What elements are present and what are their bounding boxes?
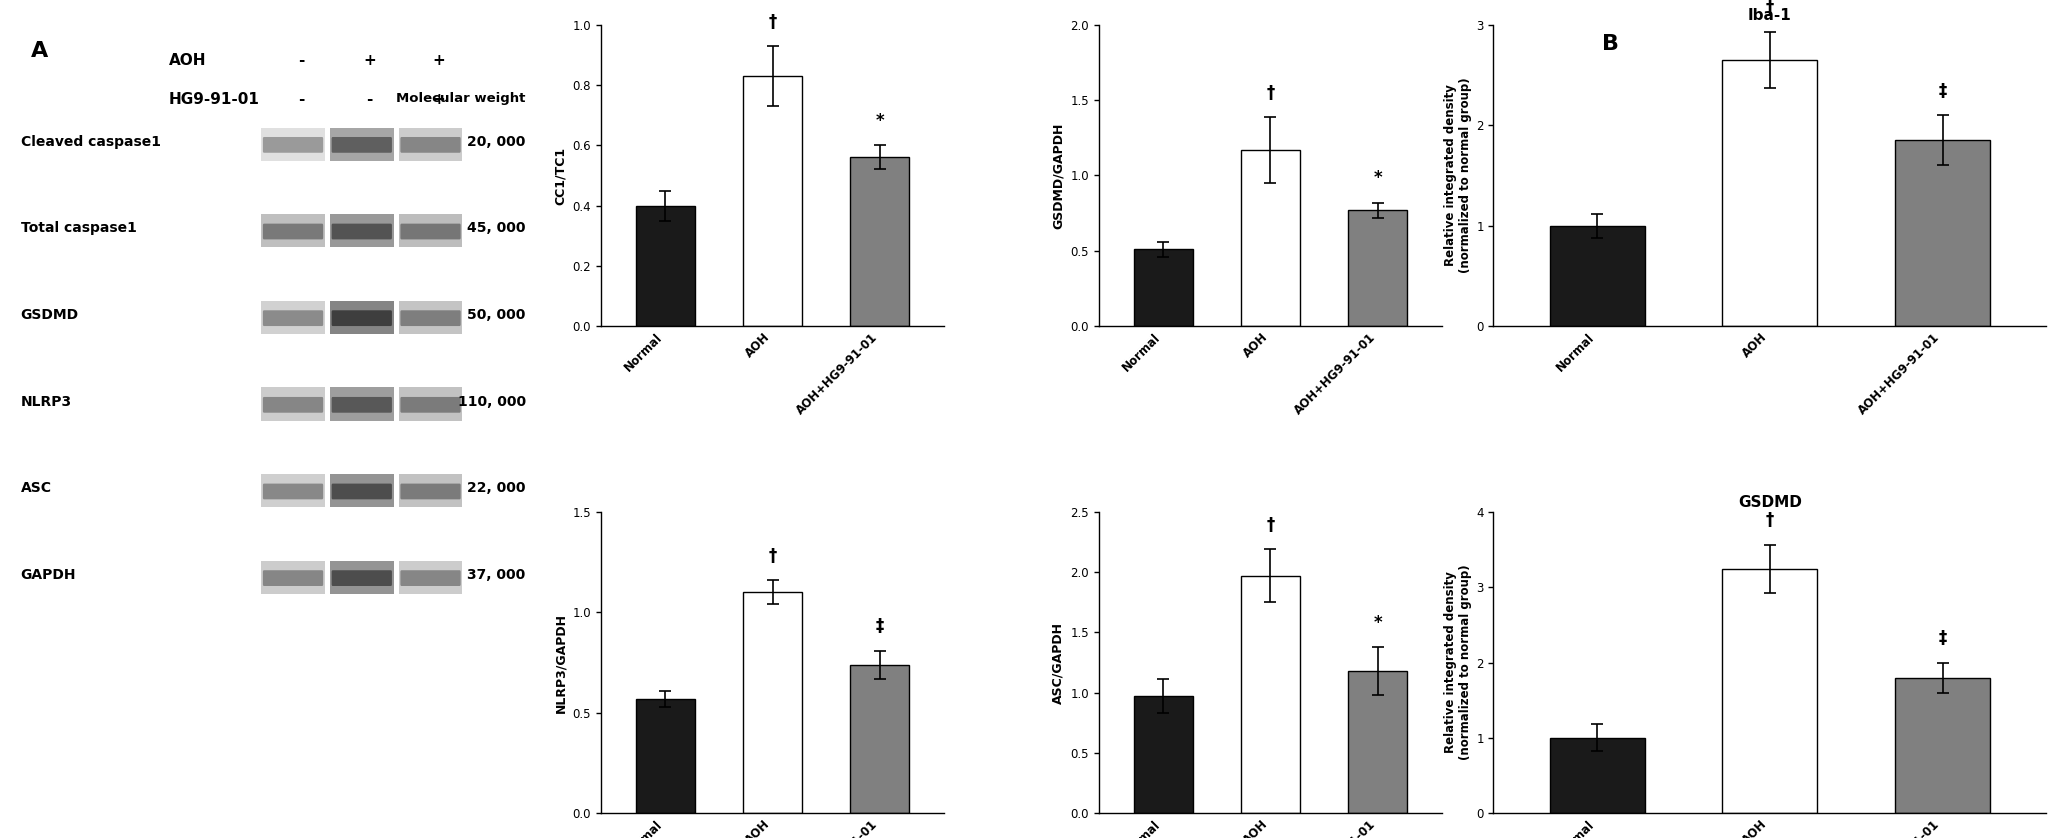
FancyBboxPatch shape xyxy=(401,310,461,326)
Y-axis label: Relative integrated density
(normalized to normal group): Relative integrated density (normalized … xyxy=(1445,565,1472,760)
FancyBboxPatch shape xyxy=(331,224,393,240)
Text: +: + xyxy=(364,53,376,68)
Text: 45, 000: 45, 000 xyxy=(467,221,525,235)
Bar xyxy=(331,387,393,421)
Title: GSDMD: GSDMD xyxy=(1738,494,1802,510)
FancyBboxPatch shape xyxy=(401,397,461,412)
FancyBboxPatch shape xyxy=(331,137,393,153)
Bar xyxy=(260,561,325,594)
Bar xyxy=(1240,576,1300,813)
Y-axis label: NLRP3/GAPDH: NLRP3/GAPDH xyxy=(554,613,566,712)
Y-axis label: ASC/GAPDH: ASC/GAPDH xyxy=(1052,622,1065,704)
Bar xyxy=(637,699,695,813)
Bar xyxy=(1348,671,1408,813)
Text: Molecular weight: Molecular weight xyxy=(397,92,525,105)
Text: A: A xyxy=(31,41,48,61)
Text: †: † xyxy=(1267,516,1275,535)
Text: -: - xyxy=(298,53,304,68)
Text: 22, 000: 22, 000 xyxy=(467,481,525,495)
Text: *: * xyxy=(876,112,885,131)
FancyBboxPatch shape xyxy=(263,310,322,326)
Text: †: † xyxy=(1765,0,1773,17)
Text: *: * xyxy=(1372,614,1383,632)
Bar xyxy=(742,592,802,813)
Y-axis label: CC1/TC1: CC1/TC1 xyxy=(554,147,566,204)
Text: 110, 000: 110, 000 xyxy=(457,395,525,409)
Bar xyxy=(399,561,463,594)
FancyBboxPatch shape xyxy=(401,224,461,240)
FancyBboxPatch shape xyxy=(263,137,322,153)
Bar xyxy=(260,301,325,334)
Bar xyxy=(637,205,695,326)
Text: †: † xyxy=(1267,84,1275,101)
Text: Cleaved caspase1: Cleaved caspase1 xyxy=(21,135,161,148)
Bar xyxy=(1722,568,1817,813)
Bar xyxy=(399,215,463,247)
Text: -: - xyxy=(366,92,372,107)
Bar xyxy=(1348,210,1408,326)
Text: GSDMD: GSDMD xyxy=(21,308,79,322)
Text: -: - xyxy=(298,92,304,107)
Bar xyxy=(1550,225,1645,326)
Text: B: B xyxy=(1602,34,1618,54)
FancyBboxPatch shape xyxy=(263,397,322,412)
FancyBboxPatch shape xyxy=(263,570,322,586)
Text: 20, 000: 20, 000 xyxy=(467,135,525,148)
Text: Total caspase1: Total caspase1 xyxy=(21,221,136,235)
Bar xyxy=(331,127,393,161)
Bar xyxy=(260,215,325,247)
Bar xyxy=(1550,737,1645,813)
Text: 50, 000: 50, 000 xyxy=(467,308,525,322)
FancyBboxPatch shape xyxy=(331,484,393,499)
Bar xyxy=(399,301,463,334)
Bar xyxy=(331,561,393,594)
Bar xyxy=(331,301,393,334)
FancyBboxPatch shape xyxy=(401,137,461,153)
Text: ASC: ASC xyxy=(21,481,52,495)
Text: *: * xyxy=(1372,169,1383,188)
Bar xyxy=(399,474,463,507)
FancyBboxPatch shape xyxy=(401,484,461,499)
Text: ‡: ‡ xyxy=(876,618,885,635)
FancyBboxPatch shape xyxy=(401,570,461,586)
Bar xyxy=(399,127,463,161)
FancyBboxPatch shape xyxy=(331,310,393,326)
FancyBboxPatch shape xyxy=(263,484,322,499)
Text: 37, 000: 37, 000 xyxy=(467,568,525,582)
Bar xyxy=(331,215,393,247)
Text: †: † xyxy=(1765,511,1773,530)
Text: ‡: ‡ xyxy=(1939,629,1947,648)
Bar xyxy=(742,76,802,326)
FancyBboxPatch shape xyxy=(331,570,393,586)
Bar xyxy=(1895,678,1991,813)
FancyBboxPatch shape xyxy=(331,397,393,412)
Bar xyxy=(260,127,325,161)
Y-axis label: Relative integrated density
(normalized to normal group): Relative integrated density (normalized … xyxy=(1445,78,1472,273)
Bar xyxy=(1722,60,1817,326)
Text: GAPDH: GAPDH xyxy=(21,568,76,582)
Bar xyxy=(260,474,325,507)
Text: +: + xyxy=(432,92,444,107)
Text: †: † xyxy=(769,547,777,566)
Bar xyxy=(850,158,909,326)
Text: AOH: AOH xyxy=(169,53,207,68)
Text: HG9-91-01: HG9-91-01 xyxy=(169,92,260,107)
Title: Iba-1: Iba-1 xyxy=(1749,8,1792,23)
Bar xyxy=(850,665,909,813)
Bar xyxy=(399,387,463,421)
Bar xyxy=(1895,141,1991,326)
Bar xyxy=(260,387,325,421)
Text: +: + xyxy=(432,53,444,68)
Bar xyxy=(1133,249,1193,326)
Y-axis label: GSDMD/GAPDH: GSDMD/GAPDH xyxy=(1052,122,1065,229)
Bar xyxy=(1240,150,1300,326)
Text: †: † xyxy=(769,13,777,31)
FancyBboxPatch shape xyxy=(263,224,322,240)
Text: ‡: ‡ xyxy=(1939,82,1947,101)
Text: NLRP3: NLRP3 xyxy=(21,395,72,409)
Bar xyxy=(1133,696,1193,813)
Bar xyxy=(331,474,393,507)
